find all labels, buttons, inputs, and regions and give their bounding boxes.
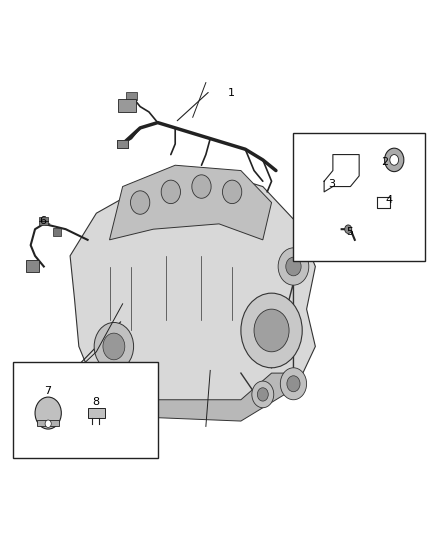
Text: 4: 4 — [385, 195, 392, 205]
Circle shape — [223, 180, 242, 204]
Text: 2: 2 — [381, 157, 388, 167]
Circle shape — [94, 322, 134, 370]
Text: 8: 8 — [92, 397, 99, 407]
Circle shape — [241, 293, 302, 368]
Circle shape — [287, 376, 300, 392]
Text: 5: 5 — [346, 227, 353, 237]
Polygon shape — [88, 373, 298, 421]
Bar — [53, 228, 61, 236]
Bar — [39, 217, 48, 225]
Circle shape — [252, 381, 274, 408]
Bar — [117, 140, 128, 148]
Bar — [26, 260, 39, 272]
Circle shape — [161, 180, 180, 204]
Polygon shape — [88, 408, 105, 418]
Circle shape — [390, 155, 399, 165]
Circle shape — [278, 248, 309, 285]
Polygon shape — [110, 165, 272, 240]
Circle shape — [345, 225, 352, 233]
Bar — [13, 362, 158, 458]
Circle shape — [45, 420, 51, 427]
Circle shape — [385, 148, 404, 172]
Circle shape — [257, 388, 268, 401]
Circle shape — [192, 175, 211, 198]
Bar — [117, 140, 128, 148]
Text: 7: 7 — [44, 386, 51, 397]
Bar — [126, 92, 137, 100]
Circle shape — [131, 191, 150, 214]
Text: 1: 1 — [228, 88, 235, 98]
Polygon shape — [70, 171, 315, 416]
Bar — [118, 99, 136, 112]
Text: 3: 3 — [328, 179, 336, 189]
Circle shape — [103, 333, 125, 360]
Circle shape — [35, 397, 61, 429]
Bar — [293, 133, 425, 261]
Circle shape — [286, 257, 301, 276]
Circle shape — [280, 368, 307, 400]
Text: 6: 6 — [39, 216, 46, 226]
Circle shape — [254, 309, 289, 352]
Bar — [37, 420, 59, 426]
